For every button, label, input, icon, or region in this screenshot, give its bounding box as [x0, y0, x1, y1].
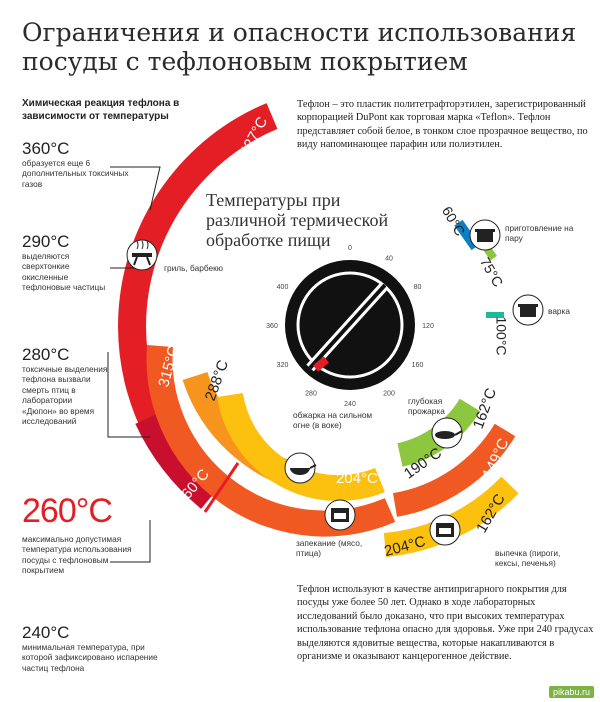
- boil-label: варка: [548, 306, 570, 316]
- dial-tick-label: 280: [305, 391, 317, 398]
- dial-tick-label: 200: [383, 391, 395, 398]
- dial-tick-label: 80: [414, 284, 422, 291]
- note-290-temp: 290°C: [22, 232, 70, 251]
- dial: [285, 260, 415, 390]
- bake-label: выпечка (пироги, кексы, печенья): [495, 548, 561, 568]
- dial-tick-label: 160: [412, 362, 424, 369]
- dial-tick-labels: 0 40 80 120 160 200 240 280 320 360 400: [266, 245, 434, 408]
- dial-tick-label: 120: [422, 323, 434, 330]
- bottom-text: Тефлон используют в качестве антипригарн…: [297, 584, 594, 663]
- steam-label: приготовление на пару: [505, 223, 574, 243]
- note-280: 280°C токсичные выделения тефлона вызвал…: [22, 345, 108, 427]
- note-240: 240°C минимальная температура, при котор…: [22, 624, 172, 673]
- pan-icon: [431, 417, 463, 449]
- boil-bar: [486, 312, 504, 318]
- grill-icon: [126, 239, 158, 271]
- dial-tick-label: 360: [266, 323, 278, 330]
- pot-steam-icon: [469, 219, 501, 251]
- intro-text: Тефлон – это пластик политетрафторэтилен…: [297, 99, 588, 151]
- wok-icon: [284, 452, 317, 484]
- oven-icon: [324, 499, 356, 531]
- note-260: 260°C максимально допустимая температура…: [22, 494, 142, 576]
- pot-boil-icon: [512, 294, 544, 326]
- page-title: Ограничения и опасности использования по…: [22, 18, 577, 76]
- note-240-temp: 240°C: [22, 623, 70, 642]
- note-260-text: максимально допустимая температура испол…: [22, 534, 132, 576]
- note-280-text: токсичные выделения тефлона вызвали смер…: [22, 364, 108, 427]
- note-260-temp: 260°C: [22, 492, 113, 530]
- arc-label-204: 204°C: [336, 470, 378, 487]
- dial-tick-label: 40: [385, 256, 393, 263]
- limit-line: [203, 462, 240, 513]
- dial-tick-label: 0: [348, 245, 352, 252]
- note-280-temp: 280°C: [22, 345, 70, 364]
- note-360-text: образуется еще 6 дополнительных токсичны…: [22, 158, 129, 189]
- orange-right-arc: [392, 423, 516, 517]
- dial-tick-label: 400: [277, 284, 289, 291]
- wok-label: обжарка на сильном огне (в воке): [293, 410, 373, 430]
- oven2-icon: [429, 514, 461, 546]
- red-lower-arc: [135, 411, 220, 509]
- note-290-text: выделяются сверхтонкие окисленные тефлон…: [22, 251, 106, 293]
- note-360-temp: 360°C: [22, 139, 70, 158]
- deepfry-label: глубокая прожарка: [408, 396, 445, 416]
- yellow-arc: [217, 392, 385, 502]
- reaction-subtitle: Химическая реакция тефлона в зависимости…: [22, 98, 180, 122]
- arc-group: [118, 103, 519, 557]
- note-360: 360°C образуется еще 6 дополнительных то…: [22, 140, 142, 189]
- watermark: pikabu.ru: [548, 686, 594, 698]
- note-290: 290°C выделяются сверхтонкие окисленные …: [22, 233, 108, 293]
- dial-tick-label: 320: [277, 362, 289, 369]
- note-240-text: минимальная температура, при которой заф…: [22, 642, 158, 673]
- boil-temp: 100°C: [493, 316, 510, 356]
- grill-label: гриль, барбекю: [164, 263, 223, 273]
- temperatures-heading: Температуры при различной термической об…: [206, 190, 389, 250]
- dial-tick-label: 240: [344, 401, 356, 408]
- roast-label: запекание (мясо, птица): [296, 538, 363, 558]
